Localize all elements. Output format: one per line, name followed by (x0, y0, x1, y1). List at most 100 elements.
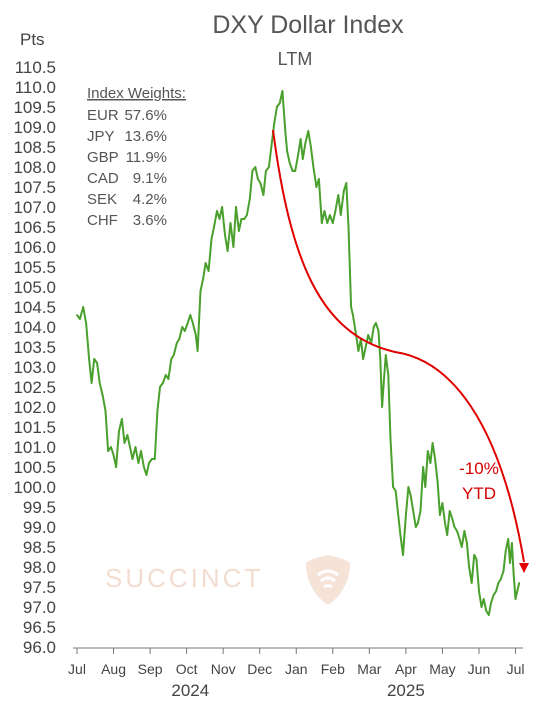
data-point (218, 218, 221, 220)
data-point (350, 306, 352, 308)
data-point (320, 222, 323, 224)
data-point (399, 534, 402, 536)
weight-value: 57.6% (124, 107, 167, 124)
data-point (129, 446, 131, 448)
data-point (448, 510, 451, 512)
y-tick-label: 106.5 (13, 218, 56, 237)
data-point (248, 198, 251, 200)
data-point (224, 234, 226, 236)
weight-value: 9.1% (133, 170, 167, 187)
data-point (257, 178, 259, 180)
weight-value: 4.2% (133, 191, 167, 208)
x-tick-label: Sep (138, 661, 163, 677)
data-point (167, 378, 170, 380)
data-point (490, 602, 492, 604)
data-point (151, 458, 153, 460)
y-axis: 96.096.597.097.598.098.599.099.5100.0100… (13, 58, 56, 657)
x-tick-label: Oct (176, 661, 198, 677)
data-point (441, 502, 444, 504)
data-point (307, 130, 310, 132)
y-tick-label: 102.5 (13, 378, 56, 397)
data-point (436, 482, 439, 484)
watermark: SUCCINCT (105, 555, 350, 605)
ytd-change-label: -10% (459, 459, 499, 478)
data-point (375, 322, 377, 324)
data-point (312, 166, 315, 168)
data-point (273, 122, 276, 124)
data-point (422, 466, 424, 468)
data-point (281, 90, 284, 92)
weight-value: 3.6% (133, 212, 167, 229)
data-point (339, 214, 342, 216)
y-tick-label: 108.0 (13, 158, 56, 177)
data-point (389, 438, 392, 440)
data-point (299, 138, 302, 140)
y-tick-label: 96.5 (23, 618, 56, 637)
data-point (384, 354, 387, 356)
data-point (246, 214, 248, 216)
x-tick-label: Mar (357, 661, 381, 677)
data-point (191, 322, 194, 324)
data-point (326, 222, 329, 224)
data-point (140, 450, 142, 452)
data-point (514, 598, 517, 600)
data-point (381, 406, 383, 408)
data-point (487, 614, 490, 616)
x-tick-label: Apr (395, 661, 417, 677)
data-point (265, 170, 267, 172)
data-point (115, 466, 117, 468)
data-point (232, 246, 235, 248)
series-points (76, 90, 521, 616)
data-point (417, 522, 419, 524)
data-point (329, 214, 331, 216)
data-point (235, 206, 237, 208)
data-point (294, 170, 297, 172)
data-point (304, 142, 307, 144)
data-point (482, 598, 485, 600)
data-point (199, 290, 202, 292)
data-point (334, 210, 337, 212)
data-point (204, 262, 207, 264)
data-point (460, 546, 463, 548)
index-weights: Index Weights: EUR 57.6% JPY 13.6% GBP 11.9% C… (87, 85, 186, 229)
data-point (221, 206, 224, 208)
data-point (453, 526, 456, 528)
data-point (412, 510, 415, 512)
data-point (367, 334, 370, 336)
data-point (463, 530, 466, 532)
data-point (213, 226, 215, 228)
data-point (518, 582, 521, 584)
data-point (362, 358, 364, 360)
data-point (301, 158, 304, 160)
data-point (88, 358, 90, 360)
data-point (268, 166, 270, 168)
data-point (352, 314, 354, 316)
data-point (456, 530, 458, 532)
data-point (364, 346, 367, 348)
data-point (387, 374, 390, 376)
data-point (118, 430, 120, 432)
data-point (251, 170, 254, 172)
x-axis-ticks: Jul Aug Sep Oct Nov Dec Jan Feb Mar Apr May Jun Jul (68, 648, 524, 677)
data-point (466, 542, 468, 544)
weights-title: Index Weights: (87, 85, 186, 102)
watermark-text: SUCCINCT (105, 563, 263, 593)
y-tick-label: 105.5 (13, 258, 56, 277)
data-point (409, 494, 412, 496)
chart-subtitle: LTM (278, 49, 313, 69)
data-point (502, 570, 505, 572)
data-point (90, 382, 93, 384)
y-tick-label: 104.0 (13, 318, 56, 337)
y-tick-label: 110.5 (15, 58, 56, 77)
data-point (93, 358, 96, 360)
data-point (310, 146, 312, 148)
data-point (194, 334, 197, 336)
data-point (394, 490, 397, 492)
data-point (145, 474, 148, 476)
data-point (216, 210, 218, 212)
data-point (210, 238, 213, 240)
data-point (143, 466, 145, 468)
x-tick-label: Dec (247, 661, 272, 677)
data-point (172, 354, 175, 356)
y-tick-label: 107.5 (13, 178, 56, 197)
